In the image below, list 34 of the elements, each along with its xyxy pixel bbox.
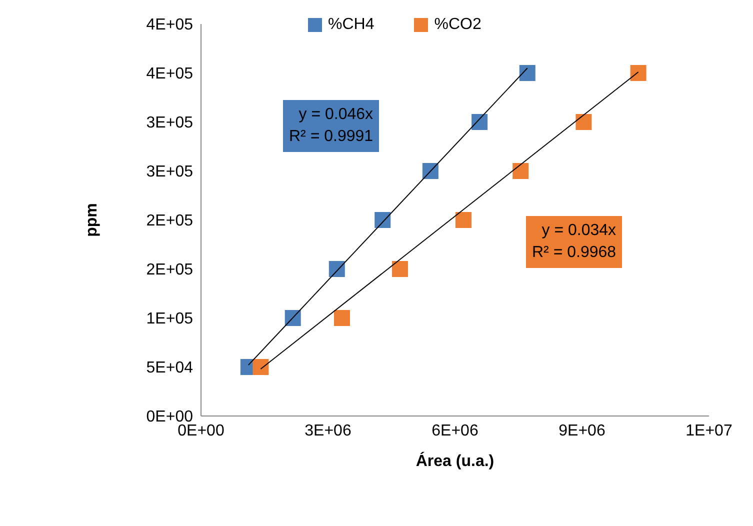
x-tick-label: 9E+06 (558, 422, 606, 440)
point (519, 65, 536, 81)
point (512, 163, 529, 179)
point (328, 261, 345, 277)
point (252, 359, 269, 375)
point (472, 114, 488, 130)
point (422, 163, 438, 179)
y-tick-label: 2E+05 (146, 212, 194, 230)
x-tick-label: 6E+06 (432, 422, 478, 440)
point (630, 65, 646, 81)
y-tick-label: 4E+05 (146, 16, 194, 34)
annotation: R² = 0.9991 (289, 127, 374, 147)
y-tick-label: 1E+05 (146, 310, 194, 328)
point (392, 261, 408, 277)
point (455, 212, 472, 228)
y-axis-title: ppm (84, 203, 101, 237)
x-axis-title: Área (u.a.) (416, 451, 494, 470)
point (576, 114, 592, 130)
x-tick-label: 0E+00 (178, 422, 224, 440)
x-tick-label: 3E+06 (304, 422, 352, 440)
y-tick-label: 5E+04 (146, 360, 194, 377)
annotation: y = 0.034x (540, 221, 616, 241)
legend-label: %CO2 (433, 16, 482, 34)
annotation: R² = 0.9968 (532, 243, 616, 263)
y-tick-label: 3E+05 (146, 114, 194, 132)
y-tick-label: 2E+05 (146, 262, 194, 279)
y-tick-label: 4E+05 (146, 66, 194, 83)
y-tick-label: 3E+05 (146, 164, 194, 181)
annotation: y = 0.046x (298, 105, 374, 125)
point (374, 212, 391, 228)
x-tick-label: 1E+07 (686, 422, 732, 440)
legend-label: %CH4 (327, 16, 374, 34)
point (284, 310, 301, 326)
point (334, 310, 350, 326)
